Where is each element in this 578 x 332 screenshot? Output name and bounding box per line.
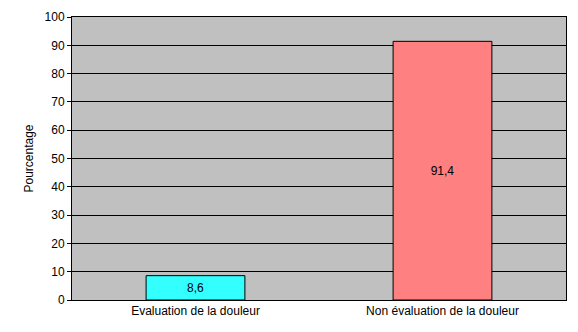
svg-text:Evaluation de la douleur: Evaluation de la douleur (131, 304, 260, 318)
svg-text:20: 20 (51, 237, 65, 251)
svg-text:Pourcentage: Pourcentage (22, 124, 36, 192)
svg-text:50: 50 (51, 152, 65, 166)
svg-text:0: 0 (58, 293, 65, 307)
svg-text:80: 80 (51, 67, 65, 81)
svg-text:8,6: 8,6 (187, 281, 204, 295)
svg-text:40: 40 (51, 180, 65, 194)
svg-text:30: 30 (51, 208, 65, 222)
svg-text:90: 90 (51, 39, 65, 53)
svg-text:70: 70 (51, 95, 65, 109)
svg-text:60: 60 (51, 123, 65, 137)
svg-text:91,4: 91,4 (431, 164, 455, 178)
svg-text:100: 100 (45, 10, 65, 24)
svg-text:10: 10 (51, 265, 65, 279)
svg-text:Non évaluation de la douleur: Non évaluation de la douleur (366, 304, 519, 318)
